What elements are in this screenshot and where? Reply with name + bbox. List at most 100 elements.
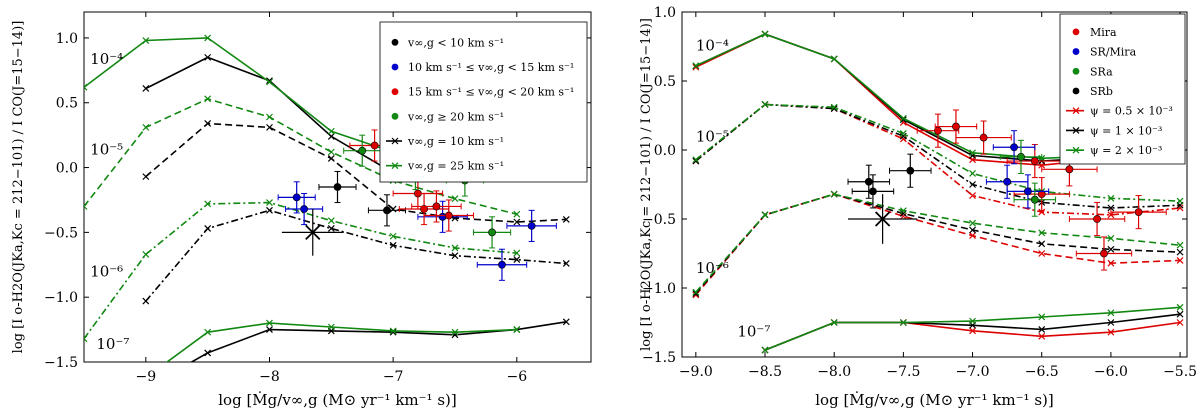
plot-frame [681,11,1188,358]
y-axis-label: log [I o-H2O(JKa,Kc = 212−101) / I CO(J=… [11,21,26,354]
x-tick-label: −6.5 [1025,364,1059,380]
series-marker [1038,229,1046,237]
series-line [84,98,517,215]
series-marker [899,319,907,326]
legend-marker [1072,127,1080,134]
series-marker [142,37,150,44]
series-marker [327,155,335,162]
series-green-1e-7 [761,303,1184,354]
data-point-dot [1093,215,1101,223]
series-line [84,201,517,340]
series-marker [1176,319,1184,326]
data-point [1068,201,1126,237]
series-marker [969,327,976,335]
series-marker [81,411,87,415]
series-marker [513,326,521,334]
y-axis-label: log [I o-H2O(JKa,Kc = 212−101) / I CO(J=… [639,18,654,351]
series-marker [1038,313,1046,321]
x-tick-label: −6.0 [1094,364,1128,380]
series-marker [1176,241,1184,249]
series-green-1e-6 [692,190,1184,296]
data-point [1110,195,1167,230]
series-marker [513,256,521,264]
legend-marker [1072,107,1080,115]
data-point-dot [488,228,496,237]
data-point [318,170,357,204]
series-marker [1107,194,1115,202]
series-marker [899,212,907,220]
legend-entry: ψ = 2 × 10⁻³ [1066,144,1162,157]
series-marker [830,103,838,111]
series-marker [389,327,397,335]
data-point-dot [1037,190,1046,199]
legend-label: SRb [1090,85,1113,98]
series-marker [204,120,212,127]
data-point-dot [952,122,960,131]
legend-entry: 10 km s⁻¹ ≤ v∞,g < 15 km s⁻¹ [391,61,574,74]
legend-label: Mira [1090,26,1117,39]
data-point-dot [358,146,367,155]
right-chart-panel: −9.0 −8.5 −8.0 −7.5 −7.0 −6.5 −6.0 −5.5 −1.5 −1.0… [639,5,1197,409]
y-tick-label: 0.0 [56,161,78,177]
plot-frame [83,11,592,363]
series-marker [761,346,769,354]
legend-marker [391,112,399,120]
series-marker [1176,197,1184,205]
series-marker [204,53,212,61]
legend-marker [391,137,399,145]
x-tick-label: −7.5 [886,364,920,380]
data-point [277,181,316,214]
data-point [934,109,978,144]
series-marker [899,207,907,215]
series-marker [830,55,838,63]
series-line [695,193,1181,295]
legend-label: ψ = 0.5 × 10⁻³ [1090,105,1173,118]
series-marker [142,297,150,305]
series-marker [1107,245,1115,253]
y-tick-label: −1.5 [642,350,676,366]
series-marker [899,114,907,122]
series-marker [204,328,212,336]
series-marker [142,85,150,92]
curve-annotation: 10⁻⁷ [737,322,770,340]
data-point [847,164,891,199]
series-marker [899,210,907,217]
y-tick-label: −1.0 [642,281,676,297]
series-line [764,321,1181,351]
series-marker [451,252,459,260]
legend-marker [1072,146,1080,154]
series-marker [327,148,335,156]
series-marker [84,83,88,91]
legend-entry: v∞,g = 25 km s⁻¹ [386,160,504,173]
series-marker [969,226,976,234]
series-marker [327,217,335,225]
series-marker [513,218,521,226]
cross-marker [305,224,321,241]
series-marker [899,132,907,140]
data-point-dot [432,202,441,211]
series-marker [204,349,212,357]
x-tick-label: −9 [136,369,157,385]
legend-label: v∞,g ≥ 20 km s⁻¹ [407,110,504,123]
series-line [695,193,1181,293]
data-point-dot [292,193,301,202]
series-green-1e-7 [81,319,521,415]
data-point-dot [1100,249,1108,258]
x-tick-label: −5.5 [1163,364,1197,380]
y-tick-label: 1.0 [56,31,78,47]
data-point [349,129,400,162]
series-marker [692,288,700,296]
x-tick-label: −7 [383,369,404,385]
legend-label: SRa [1090,65,1113,78]
series-line [145,209,567,302]
x-tick-label: −6 [506,369,527,385]
data-point [851,174,895,209]
series-marker [266,123,273,131]
series-marker [389,241,397,249]
x-tick-label: −8 [259,369,280,385]
data-point [476,248,528,281]
series-marker [327,133,335,140]
series-marker [830,190,838,198]
series-marker [266,199,273,206]
